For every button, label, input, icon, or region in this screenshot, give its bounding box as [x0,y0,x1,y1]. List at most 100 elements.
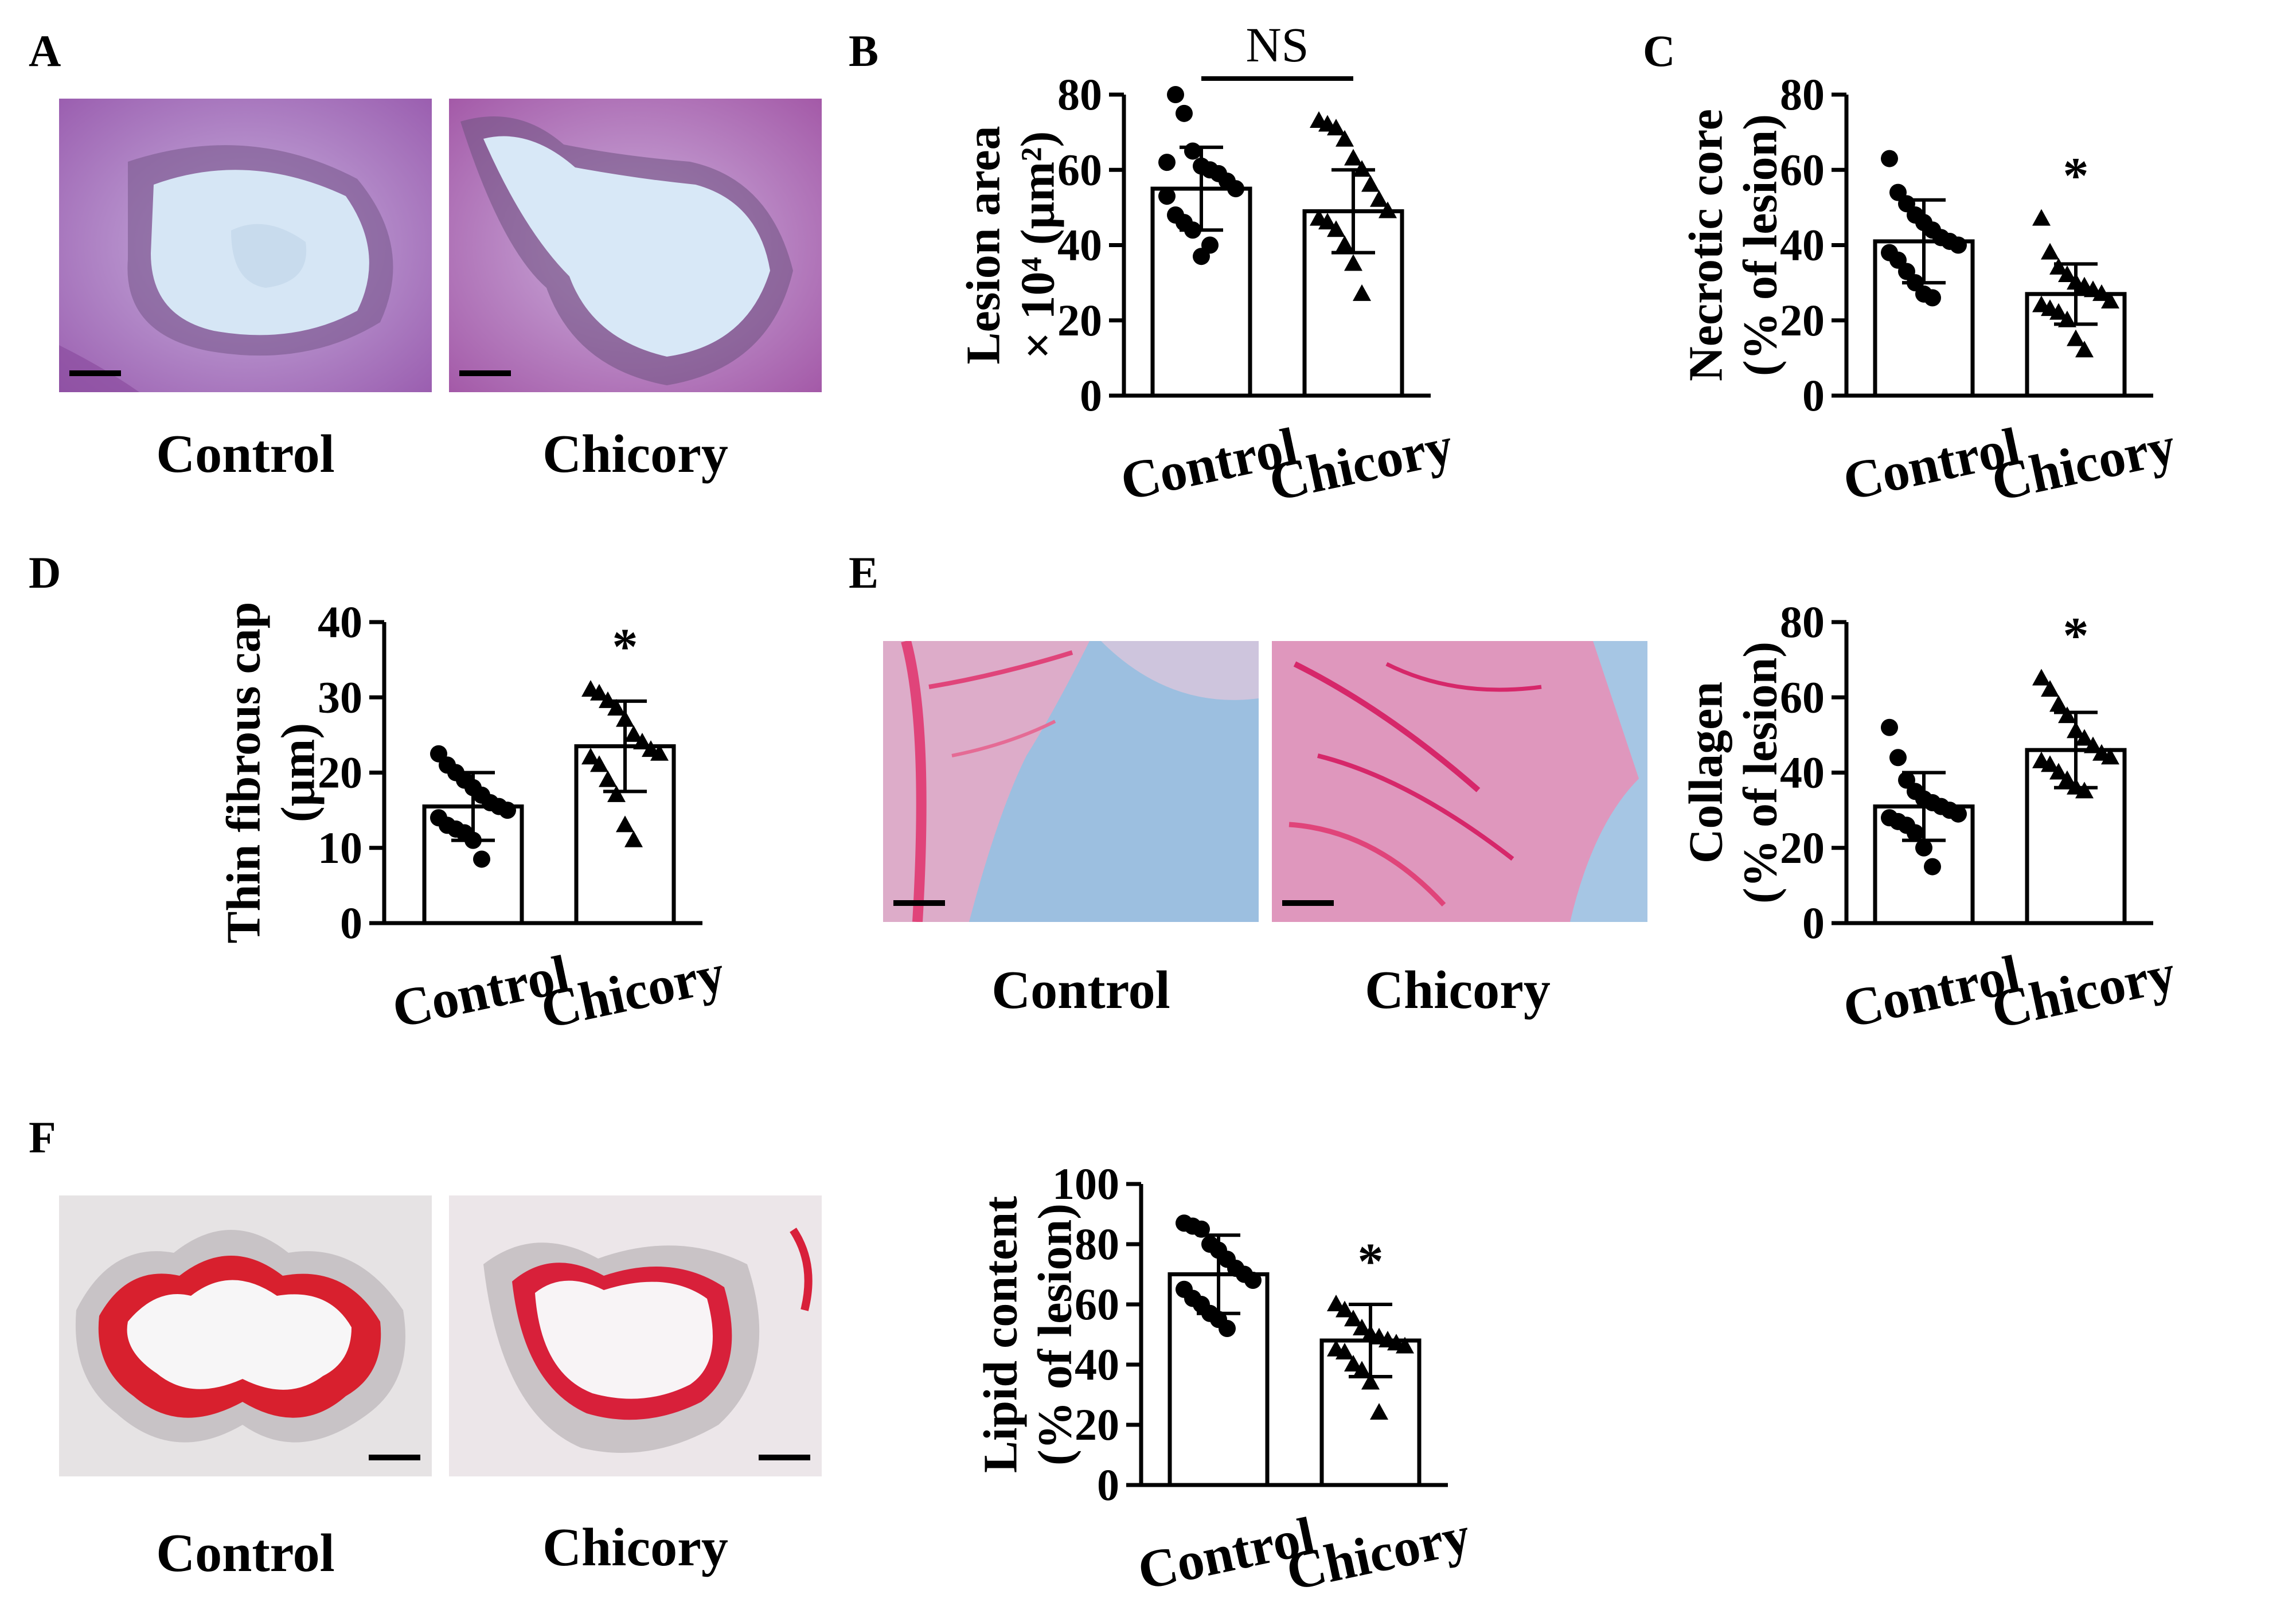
data-point-chicory [1344,1310,1362,1327]
y-tick-label: 10 [318,823,362,873]
data-point-chicory [2067,329,2085,346]
collagen-micrograph-chicory [1272,641,1647,922]
y-tick-label: 100 [1052,1159,1119,1209]
data-point-chicory [1336,1300,1354,1318]
y-tick-label: 40 [1780,748,1825,798]
data-point-chicory [2101,291,2119,308]
data-point-chicory [607,785,626,802]
data-point-chicory [1327,220,1345,237]
y-axis-label: (μm) [272,723,325,823]
data-point-chicory [633,733,651,749]
data-point-chicory [2084,736,2102,753]
data-point-chicory [1361,1373,1380,1390]
data-point-chicory [1370,1403,1388,1420]
data-point-chicory [1353,1319,1371,1335]
data-point-chicory [650,744,669,761]
data-point-chicory [1379,201,1397,218]
collagen-micrograph-control [883,641,1259,922]
caption-f-control: Control [156,1523,335,1583]
caption-a-control: Control [156,424,335,484]
data-point-chicory [2067,721,2085,738]
data-point-control [1193,1220,1210,1238]
data-point-control [464,831,482,849]
significance-label: NS [1246,17,1309,72]
y-tick-label: 80 [1780,597,1825,647]
data-point-control [1915,839,1932,857]
y-tick-label: 40 [1075,1339,1119,1389]
y-axis-label: Necrotic core [1680,109,1733,381]
data-point-control [1950,236,1967,254]
y-axis-label: Lesion area [957,126,1010,364]
data-point-control [1924,858,1941,876]
caption-e-chicory: Chicory [1365,960,1551,1020]
y-tick-label: 20 [1075,1400,1119,1449]
data-point-chicory [2075,781,2094,799]
data-point-chicory [2075,341,2094,358]
y-axis-label: (% of lesion) [1029,1203,1082,1466]
data-point-control [1184,221,1201,239]
data-point-control [1184,142,1201,160]
data-point-chicory [2058,265,2076,282]
data-point-control [1219,1320,1236,1337]
data-point-chicory [581,748,600,765]
y-tick-label: 60 [1780,672,1825,722]
data-point-control [473,850,490,868]
data-point-chicory [1327,119,1345,136]
data-point-chicory [1370,190,1388,207]
data-point-control [1158,154,1176,171]
data-point-chicory [2092,284,2111,301]
data-point-control [1907,824,1924,842]
panel-label-b: B [849,26,879,76]
lipid-micrograph-chicory [449,1195,822,1476]
data-point-control [1881,718,1898,736]
panel-label-c: C [1643,26,1676,76]
panel-label-f: F [29,1112,56,1162]
data-point-chicory [2058,770,2076,787]
y-axis-label: Collagen [1680,682,1733,863]
y-axis-label: × 10⁴ (μm²) [1012,131,1065,359]
data-point-chicory [2032,669,2051,686]
data-point-chicory [607,698,626,716]
y-axis-label: (% of lesion) [1734,114,1787,376]
data-point-control [1176,104,1193,122]
significance-label: * [612,619,638,675]
data-point-chicory [2049,257,2068,275]
panel-label-e: E [849,548,879,597]
data-point-control [1158,187,1176,205]
he-micrograph-chicory [449,99,822,392]
data-point-chicory [1344,254,1362,271]
data-point-chicory [1336,130,1354,147]
data-point-chicory [2032,209,2051,226]
data-point-chicory [2049,763,2068,780]
caption-e-control: Control [991,960,1170,1020]
y-tick-label: 0 [1080,370,1102,420]
y-tick-label: 60 [1780,144,1825,194]
data-point-chicory [590,755,608,772]
data-point-chicory [2041,243,2059,260]
data-point-chicory [624,830,643,847]
data-point-chicory [599,770,617,787]
he-micrograph-control [59,99,432,392]
y-tick-label: 0 [1802,370,1825,420]
y-tick-label: 0 [1097,1460,1119,1510]
y-tick-label: 80 [1780,69,1825,119]
data-point-chicory [616,815,634,833]
y-tick-label: 0 [1802,898,1825,948]
data-point-chicory [2041,755,2059,772]
y-axis-label: (% of lesion) [1734,642,1787,904]
y-tick-label: 80 [1075,1219,1119,1269]
data-point-control [1201,236,1219,254]
y-tick-label: 40 [318,597,362,647]
data-point-control [1227,180,1244,198]
data-point-chicory [1327,1295,1345,1311]
y-tick-label: 0 [340,898,362,948]
y-tick-label: 60 [1057,144,1102,194]
data-point-chicory [2049,303,2068,320]
y-tick-label: 30 [318,672,362,722]
data-point-control [1924,289,1941,307]
